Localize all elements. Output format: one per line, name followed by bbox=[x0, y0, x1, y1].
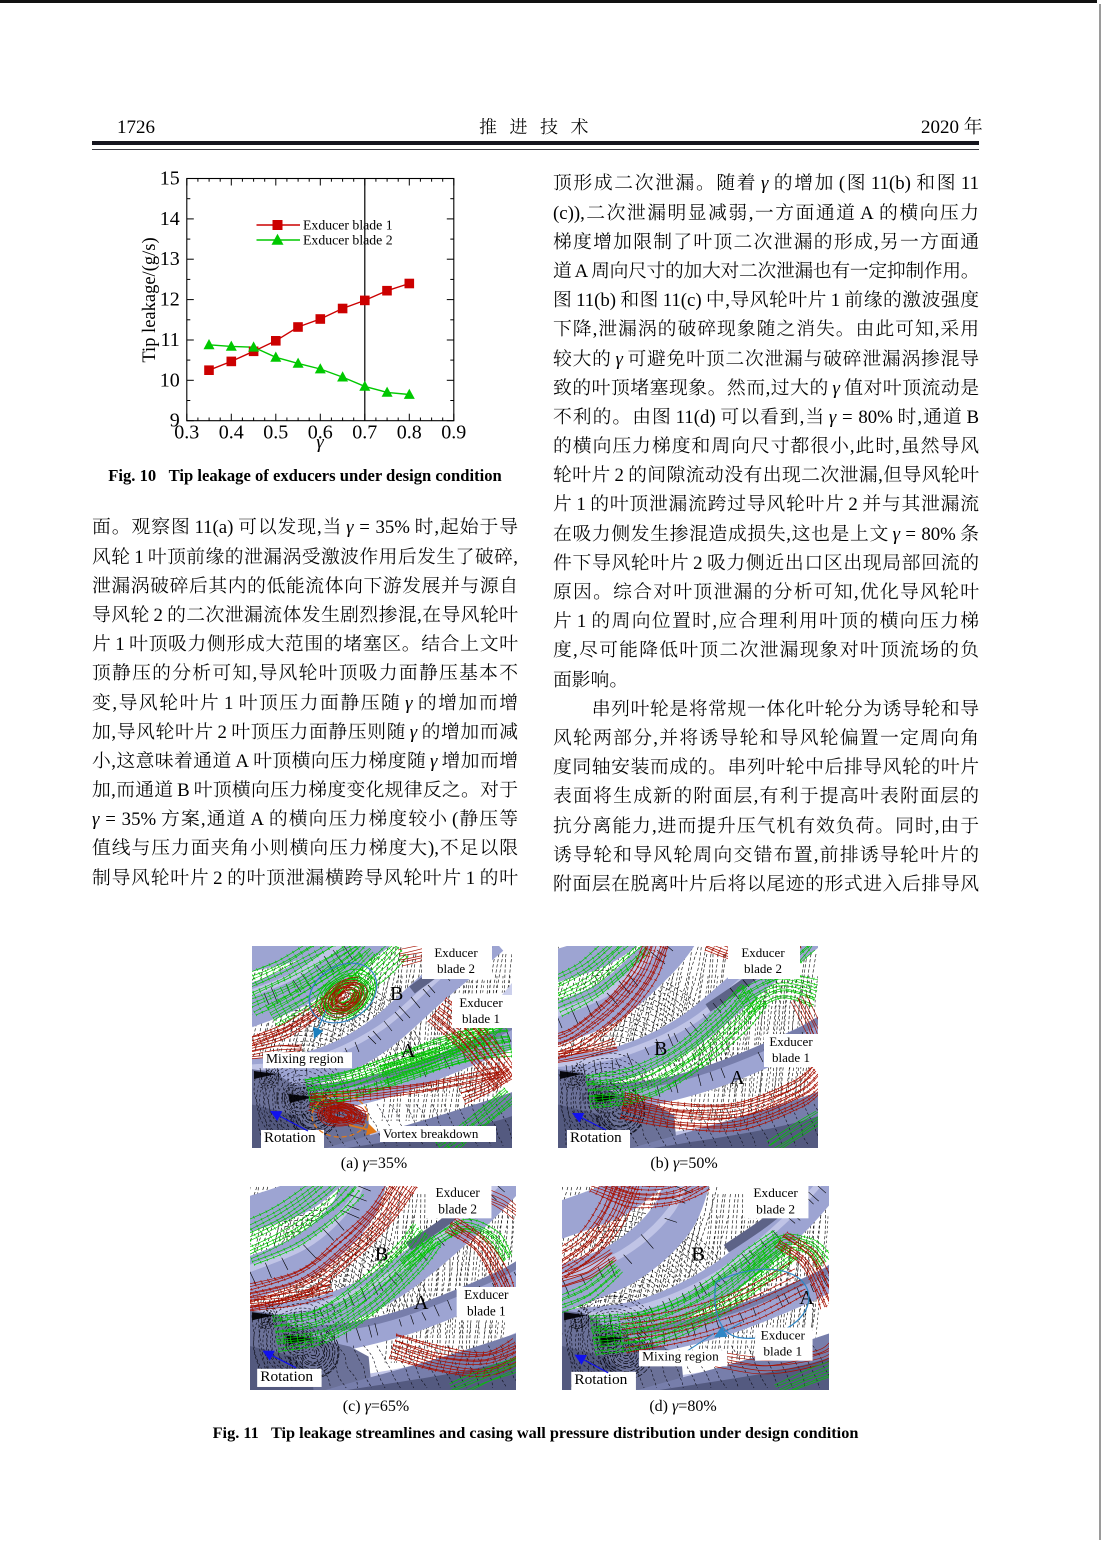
svg-text:0.7: 0.7 bbox=[352, 422, 377, 444]
svg-text:0.3: 0.3 bbox=[174, 422, 199, 444]
svg-text:A: A bbox=[730, 1067, 745, 1089]
svg-text:blade 2: blade 2 bbox=[438, 1201, 477, 1216]
svg-text:Exducer: Exducer bbox=[761, 1328, 806, 1343]
svg-text:B: B bbox=[375, 1244, 389, 1266]
svg-text:B: B bbox=[390, 983, 403, 1005]
svg-text:0.8: 0.8 bbox=[397, 422, 422, 444]
svg-text:Exducer: Exducer bbox=[753, 1186, 798, 1200]
svg-text:A: A bbox=[401, 1040, 416, 1062]
svg-text:A: A bbox=[414, 1292, 429, 1314]
svg-text:Mixing region: Mixing region bbox=[266, 1051, 344, 1066]
svg-text:blade 2: blade 2 bbox=[756, 1201, 795, 1216]
svg-text:B: B bbox=[654, 1038, 667, 1060]
svg-text:B: B bbox=[691, 1244, 705, 1266]
svg-text:Rotation: Rotation bbox=[570, 1130, 622, 1146]
svg-text:blade 1: blade 1 bbox=[462, 1011, 500, 1026]
svg-text:Exducer: Exducer bbox=[459, 995, 503, 1010]
svg-text:10: 10 bbox=[160, 369, 180, 391]
svg-text:Mixing region: Mixing region bbox=[642, 1349, 719, 1364]
svg-text:Exducer: Exducer bbox=[769, 1034, 813, 1049]
svg-text:Exducer: Exducer bbox=[434, 946, 478, 960]
svg-text:9: 9 bbox=[170, 410, 180, 432]
svg-text:14: 14 bbox=[160, 208, 180, 230]
svg-text:0.6: 0.6 bbox=[308, 422, 333, 444]
svg-text:blade 2: blade 2 bbox=[437, 961, 475, 976]
svg-text:11: 11 bbox=[161, 329, 180, 351]
svg-text:12: 12 bbox=[160, 289, 180, 311]
svg-text:Exducer blade 1: Exducer blade 1 bbox=[303, 218, 393, 233]
svg-text:Vortex breakdown: Vortex breakdown bbox=[383, 1126, 479, 1141]
svg-text:blade 1: blade 1 bbox=[467, 1303, 506, 1318]
svg-text:Rotation: Rotation bbox=[260, 1368, 313, 1385]
svg-text:blade 2: blade 2 bbox=[744, 961, 782, 976]
svg-text:Exducer: Exducer bbox=[436, 1186, 481, 1200]
svg-text:A: A bbox=[799, 1287, 814, 1309]
svg-text:blade 1: blade 1 bbox=[772, 1050, 810, 1065]
svg-text:15: 15 bbox=[160, 168, 180, 190]
svg-text:blade 1: blade 1 bbox=[763, 1344, 802, 1359]
svg-text:Rotation: Rotation bbox=[574, 1371, 627, 1388]
svg-text:0.5: 0.5 bbox=[263, 422, 288, 444]
svg-text:Exducer: Exducer bbox=[464, 1287, 509, 1302]
svg-text:γ: γ bbox=[316, 432, 324, 453]
svg-text:Rotation: Rotation bbox=[264, 1130, 316, 1146]
svg-text:0.9: 0.9 bbox=[441, 422, 466, 444]
svg-text:13: 13 bbox=[160, 248, 180, 270]
svg-text:Exducer blade 2: Exducer blade 2 bbox=[303, 233, 393, 248]
svg-text:Tip leakage/(g/s): Tip leakage/(g/s) bbox=[140, 237, 160, 362]
svg-text:Exducer: Exducer bbox=[741, 946, 785, 960]
svg-text:0.4: 0.4 bbox=[219, 422, 244, 444]
